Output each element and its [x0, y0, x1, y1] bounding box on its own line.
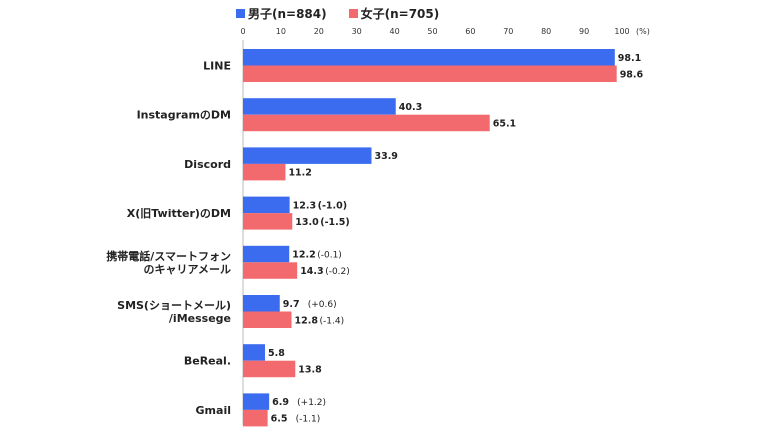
- category-label: X(旧Twitter)のDM: [127, 207, 231, 220]
- category-label: LINE: [203, 60, 231, 73]
- x-tick-label: 0: [240, 27, 245, 36]
- x-tick-label: 100: [614, 27, 629, 36]
- data-label: 98.6: [620, 69, 644, 80]
- legend-label-girls: 女子(n=705): [360, 7, 440, 21]
- category-label: BeReal.: [184, 355, 231, 368]
- data-label: 9.7: [283, 299, 300, 310]
- bar-girls: [243, 114, 490, 132]
- diff-label: (+1.2): [297, 398, 326, 408]
- x-axis-unit: (%): [636, 27, 650, 36]
- legend-item-boys: 男子(n=884): [236, 5, 327, 22]
- bar-girls: [243, 65, 617, 82]
- bar-girls: [243, 262, 298, 279]
- legend-label-boys: 男子(n=884): [248, 7, 327, 21]
- category-label: 携帯電話/スマートフォン: [106, 249, 231, 263]
- x-tick-label: 60: [465, 27, 475, 36]
- bar-girls: [243, 409, 268, 427]
- data-label: 12.3: [293, 200, 316, 211]
- category-label: SMS(ショートメール): [117, 299, 231, 312]
- x-tick-label: 30: [352, 27, 362, 36]
- x-tick-label: 50: [427, 27, 437, 36]
- legend-item-girls: 女子(n=705): [348, 5, 440, 22]
- bar-boys: [243, 196, 290, 214]
- legend-swatch-girls: [348, 9, 358, 18]
- diff-label: (-1.4): [320, 316, 345, 326]
- data-label: 12.2: [292, 250, 315, 261]
- category-label: Discord: [184, 158, 231, 171]
- x-tick-label: 90: [579, 27, 589, 36]
- data-label: 6.5: [271, 414, 288, 425]
- bar-girls: [243, 163, 286, 181]
- bar-boys: [243, 344, 265, 361]
- data-label: 33.9: [374, 151, 397, 162]
- bar-boys: [243, 98, 396, 115]
- x-tick-label: 70: [503, 27, 513, 36]
- data-label: 65.1: [493, 118, 516, 129]
- category-label: /iMessege: [169, 312, 231, 325]
- data-label: 6.9: [272, 397, 289, 408]
- data-label: 13.0: [295, 217, 319, 228]
- data-label: 14.3: [300, 266, 323, 277]
- bar-boys: [243, 295, 280, 312]
- legend-swatch-boys: [236, 9, 245, 18]
- data-label: 13.8: [298, 364, 322, 375]
- x-tick-label: 10: [276, 27, 286, 36]
- data-label: 98.1: [618, 53, 641, 64]
- data-label: 5.8: [268, 348, 285, 359]
- data-label: 11.2: [288, 168, 311, 179]
- diff-label: (-0.1): [317, 251, 342, 261]
- diff-label: (+0.6): [308, 300, 337, 310]
- bar-boys: [243, 245, 290, 263]
- bar-girls: [243, 213, 293, 230]
- data-label: 12.8: [295, 315, 319, 326]
- diff-label: (-1.5): [320, 217, 349, 228]
- category-label: Gmail: [196, 404, 231, 417]
- diff-label: (-1.0): [318, 200, 347, 211]
- bar-boys: [243, 393, 270, 410]
- x-tick-label: 20: [314, 27, 324, 36]
- x-tick-label: 40: [390, 27, 400, 36]
- data-label: 40.3: [399, 102, 422, 113]
- bar-girls: [243, 360, 296, 378]
- bar-boys: [243, 147, 372, 164]
- category-label: のキャリアメール: [144, 263, 231, 276]
- legend: 男子(n=884) 女子(n=705): [236, 5, 439, 22]
- bar-boys: [243, 49, 615, 66]
- category-label: InstagramのDM: [137, 109, 231, 122]
- bar-girls: [243, 311, 292, 328]
- diff-label: (-1.1): [296, 415, 321, 425]
- x-tick-label: 80: [541, 27, 551, 36]
- diff-label: (-0.2): [325, 267, 350, 277]
